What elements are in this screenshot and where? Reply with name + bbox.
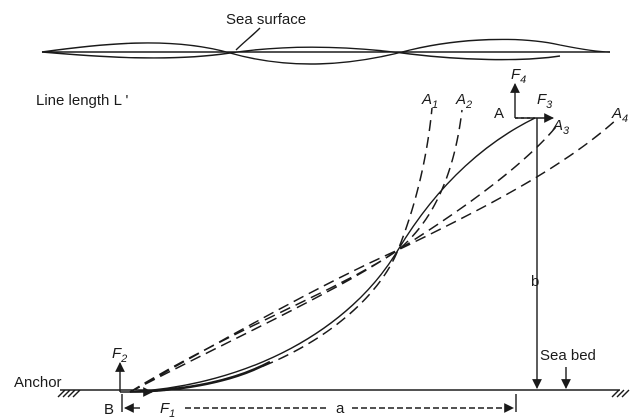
sea-surface-wave bbox=[41, 38, 611, 65]
point-b-label: B bbox=[104, 401, 114, 418]
curve-main-line bbox=[129, 117, 536, 393]
curve-a1-label: A1 bbox=[421, 91, 438, 111]
sea-bed-hatching-right bbox=[611, 389, 630, 398]
curve-main-thick bbox=[149, 360, 271, 393]
sea-surface-wave-lower bbox=[41, 46, 561, 61]
f3-label: F3 bbox=[537, 91, 553, 111]
f4-label: F4 bbox=[511, 66, 526, 86]
dim-a-label: a bbox=[336, 400, 345, 417]
line-length-label: Line length L ' bbox=[36, 92, 129, 109]
curve-a3-label: A3 bbox=[552, 117, 570, 137]
dim-b-label: b bbox=[531, 273, 539, 290]
sea-surface-leader bbox=[235, 27, 261, 51]
curve-a3 bbox=[129, 121, 561, 393]
curve-a2-label: A2 bbox=[455, 91, 472, 111]
f2-label: F2 bbox=[112, 345, 127, 365]
curve-a2 bbox=[129, 109, 463, 393]
curve-a4-label: A4 bbox=[611, 105, 628, 125]
sea-surface-label: Sea surface bbox=[226, 11, 306, 28]
curve-a1 bbox=[129, 107, 433, 393]
sea-bed-label: Sea bed bbox=[540, 347, 596, 364]
f1-label: F1 bbox=[160, 400, 175, 420]
anchor-label: Anchor bbox=[14, 374, 62, 391]
sea-bed-hatching-left bbox=[57, 389, 81, 398]
point-a-label: A bbox=[494, 105, 504, 122]
curve-a4 bbox=[129, 119, 617, 393]
